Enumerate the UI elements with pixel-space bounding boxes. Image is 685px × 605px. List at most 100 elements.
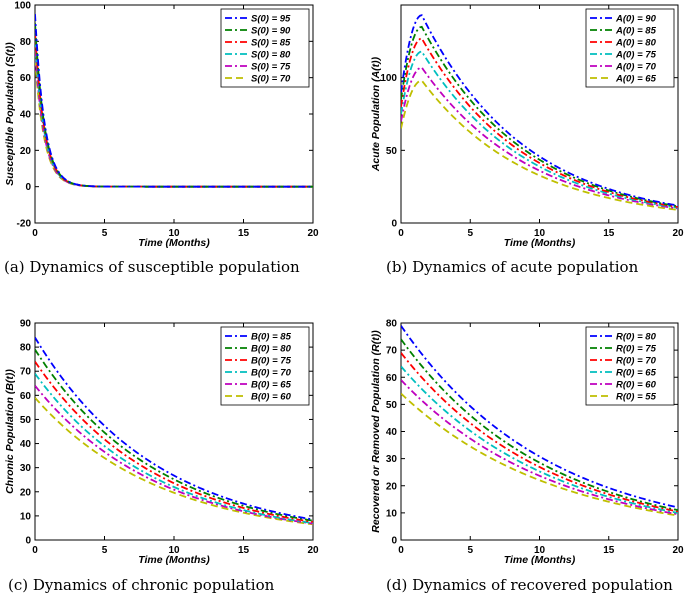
series-line-6	[401, 392, 678, 517]
y-tick-label: 50	[386, 146, 398, 157]
series-group	[35, 14, 313, 188]
x-tick-label: 20	[672, 228, 684, 239]
legend-box	[585, 8, 675, 88]
x-tick-label: 15	[238, 545, 250, 556]
series-line-2	[35, 349, 313, 522]
y-tick-label: 80	[20, 343, 32, 354]
series-line-4	[401, 365, 678, 514]
legend-label: B(0) = 75	[251, 356, 292, 367]
y-tick-label: 20	[20, 146, 32, 157]
y-tick-label: 60	[20, 391, 32, 402]
legend-label: S(0) = 75	[251, 62, 291, 73]
y-tick-label: 10	[20, 511, 32, 522]
y-tick-label: 40	[20, 439, 32, 450]
y-tick-label: 0	[25, 182, 31, 193]
legend-label: B(0) = 70	[251, 368, 292, 379]
x-tick-label: 0	[32, 228, 38, 239]
x-tick-label: 10	[168, 545, 180, 556]
y-tick-label: 0	[391, 219, 397, 230]
y-tick-label: 40	[20, 110, 32, 121]
y-tick-label: 0	[25, 536, 31, 547]
chart-c: 0 5 10 15 20 0 10 20 30 40 50 60 70 80 90 Time (Months)…	[4, 319, 319, 567]
caption-a: (a) Dynamics of susceptible population	[4, 258, 300, 276]
x-axis-label: Time (Months)	[504, 554, 576, 566]
series-line-3	[401, 352, 678, 513]
legend-label: R(0) = 75	[616, 344, 657, 355]
y-tick-label: 100	[380, 73, 397, 84]
x-tick-label: 10	[534, 545, 546, 556]
y-tick-label: -20	[17, 219, 32, 230]
series-line-6	[35, 397, 313, 526]
y-tick-label: 100	[14, 1, 31, 12]
series-line-6	[401, 79, 678, 211]
legend-box	[220, 8, 310, 88]
x-axis-label: Time (Months)	[138, 554, 210, 566]
y-tick-label: 20	[20, 487, 32, 498]
y-tick-label: 90	[20, 319, 32, 330]
legend-box	[585, 326, 675, 406]
x-tick-label: 0	[398, 228, 404, 239]
y-tick-label: 80	[20, 37, 32, 48]
x-tick-label: 10	[534, 228, 546, 239]
series-group	[35, 337, 313, 526]
series-group	[401, 14, 678, 211]
series-line-5	[401, 66, 678, 210]
legend-label: R(0) = 60	[616, 380, 657, 391]
y-tick-label: 30	[386, 454, 398, 465]
y-axis-label: Susceptible Population (S(t))	[4, 42, 16, 186]
y-tick-label: 80	[386, 319, 398, 330]
legend-label: S(0) = 80	[251, 50, 291, 61]
legend: R(0) = 80R(0) = 75R(0) = 70R(0) = 65R(0)…	[585, 326, 675, 406]
legend-label: R(0) = 80	[616, 332, 657, 343]
y-tick-label: 0	[391, 536, 397, 547]
legend: S(0) = 95S(0) = 90S(0) = 85S(0) = 80S(0)…	[220, 8, 310, 88]
legend-label: S(0) = 85	[251, 38, 291, 49]
series-line-2	[401, 25, 678, 208]
y-axis-label: Chronic Population (B(t))	[4, 369, 16, 494]
x-tick-label: 5	[102, 228, 108, 239]
legend-label: R(0) = 55	[616, 392, 657, 403]
y-tick-label: 10	[386, 508, 398, 519]
legend-box	[220, 326, 310, 406]
series-line-1	[35, 14, 313, 188]
series-line-2	[401, 338, 678, 512]
x-tick-label: 20	[672, 545, 684, 556]
x-tick-label: 5	[102, 545, 108, 556]
legend-label: S(0) = 70	[251, 74, 291, 85]
legend-label: B(0) = 80	[251, 344, 292, 355]
legend-label: S(0) = 95	[251, 14, 291, 25]
series-line-4	[401, 50, 678, 209]
x-tick-label: 10	[168, 228, 180, 239]
legend-label: A(0) = 65	[615, 74, 657, 85]
caption-b: (b) Dynamics of acute population	[386, 258, 639, 276]
series-group	[401, 325, 678, 517]
x-axis-label: Time (Months)	[504, 237, 576, 249]
y-tick-label: 50	[386, 400, 398, 411]
legend-label: S(0) = 90	[251, 26, 291, 37]
y-tick-label: 70	[386, 346, 398, 357]
y-tick-label: 30	[20, 463, 32, 474]
y-tick-label: 60	[386, 373, 398, 384]
series-line-5	[35, 385, 313, 525]
y-axis-label: Acute Population (A(t))	[370, 56, 382, 172]
legend-label: A(0) = 90	[615, 14, 657, 25]
legend: B(0) = 85B(0) = 80B(0) = 75B(0) = 70 B(0)…	[220, 326, 310, 406]
series-line-5	[401, 379, 678, 516]
caption-d: (d) Dynamics of recovered population	[386, 576, 673, 594]
y-tick-label: 40	[386, 427, 398, 438]
legend-label: A(0) = 75	[615, 50, 657, 61]
y-tick-label: 70	[20, 367, 32, 378]
x-tick-label: 5	[467, 545, 473, 556]
y-tick-label: 60	[20, 73, 32, 84]
legend-label: B(0) = 60	[251, 392, 292, 403]
chart-b: 0 5 10 15 20 0 50 100 Time (Months) Acute Populat…	[370, 4, 684, 249]
legend-label: B(0) = 85	[251, 332, 292, 343]
series-line-3	[401, 37, 678, 208]
x-axis-label: Time (Months)	[138, 237, 210, 249]
x-tick-label: 0	[32, 545, 38, 556]
x-tick-label: 15	[603, 545, 615, 556]
series-line-4	[35, 373, 313, 525]
